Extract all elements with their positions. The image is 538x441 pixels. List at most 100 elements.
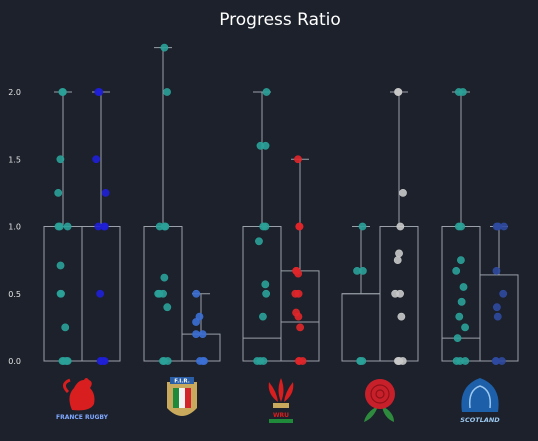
data-point — [160, 273, 169, 282]
data-point — [262, 88, 271, 96]
chart-title: Progress Ratio — [219, 10, 341, 30]
y-tick-label: 1.0 — [8, 223, 21, 232]
box-rect — [341, 293, 381, 362]
feather-icon — [278, 378, 284, 402]
data-point — [59, 88, 67, 96]
scotland-logo: SCOTLAND — [460, 378, 500, 424]
data-point — [56, 261, 65, 270]
data-point — [453, 334, 462, 343]
data-point — [163, 303, 172, 312]
data-point — [358, 222, 367, 231]
data-point — [163, 88, 171, 96]
data-point — [294, 312, 303, 321]
box-rect — [441, 226, 481, 362]
y-tick-label: 2.0 — [8, 88, 21, 97]
y-tick-label: 0.5 — [8, 290, 21, 299]
data-point — [492, 266, 501, 275]
data-point — [395, 249, 403, 258]
y-tick-label: 1.5 — [8, 155, 21, 164]
leaf-icon — [364, 406, 378, 422]
data-point — [59, 357, 68, 365]
rose-petal-ring — [375, 389, 385, 399]
data-point — [154, 289, 163, 298]
data-point — [56, 155, 65, 164]
flag-red — [185, 388, 191, 408]
data-point — [295, 222, 304, 231]
england-rose-logo — [364, 379, 395, 422]
box-1-1 — [181, 293, 221, 362]
data-point — [160, 357, 168, 365]
y-axis: 0.0 0.5 1.0 1.5 2.0 — [8, 88, 21, 366]
data-point — [457, 297, 466, 306]
logo-base — [269, 419, 293, 423]
data-point — [161, 222, 170, 231]
data-point — [160, 43, 169, 52]
data-point — [493, 312, 502, 321]
flag-green — [173, 388, 179, 408]
thistle-icon — [461, 378, 499, 412]
data-point — [63, 222, 72, 231]
data-point — [295, 357, 304, 365]
data-point — [259, 357, 268, 365]
box-rect — [242, 226, 282, 362]
data-point — [393, 256, 402, 265]
data-point — [96, 289, 105, 298]
y-tick-label: 0.0 — [8, 357, 21, 366]
data-point — [61, 323, 70, 332]
france-rugby-logo: FRANCE RUGBY — [56, 378, 109, 421]
data-point — [54, 188, 63, 197]
italy-logo-text: F.I.R. — [174, 379, 190, 385]
box-rect — [181, 333, 221, 362]
france-logo-text: FRANCE RUGBY — [56, 414, 109, 421]
data-point — [261, 280, 270, 289]
point-layer — [54, 43, 508, 365]
data-point — [54, 222, 63, 231]
rose-petal-ring — [370, 384, 390, 404]
box-layer — [43, 47, 519, 362]
data-point — [358, 266, 367, 275]
data-point — [200, 357, 208, 365]
feather-icon — [284, 382, 294, 402]
data-point — [396, 222, 405, 231]
data-point — [192, 289, 201, 298]
data-point — [294, 155, 302, 164]
flag-white — [179, 388, 185, 408]
shield-banner — [170, 377, 194, 384]
data-point — [500, 222, 508, 231]
data-point — [192, 330, 200, 338]
data-point — [94, 222, 103, 231]
data-point — [100, 222, 109, 231]
data-point — [57, 289, 65, 298]
data-point — [192, 318, 200, 326]
data-point — [492, 222, 501, 231]
data-point — [198, 330, 207, 338]
data-point — [397, 312, 406, 321]
data-point — [92, 155, 101, 164]
feather-icon — [268, 382, 278, 402]
data-point — [95, 88, 104, 96]
data-point — [296, 323, 305, 332]
data-point — [395, 357, 404, 365]
data-point — [491, 357, 500, 365]
leaf-icon — [382, 406, 394, 422]
thistle-detail — [468, 385, 492, 409]
wales-logo-text: WRU — [273, 412, 289, 419]
data-point — [256, 141, 265, 150]
box-4-1 — [479, 226, 519, 362]
box-1-0 — [143, 47, 183, 362]
box-3-0 — [341, 226, 381, 362]
data-point — [291, 289, 300, 298]
data-point — [96, 357, 105, 365]
data-point — [454, 88, 463, 96]
data-point — [456, 357, 464, 365]
data-point — [454, 222, 463, 231]
data-point — [358, 357, 367, 365]
data-point — [262, 289, 271, 298]
rose-icon — [365, 379, 395, 409]
data-point — [396, 289, 404, 298]
rooster-tail — [63, 378, 71, 394]
data-point — [452, 266, 461, 275]
data-point — [459, 283, 468, 291]
